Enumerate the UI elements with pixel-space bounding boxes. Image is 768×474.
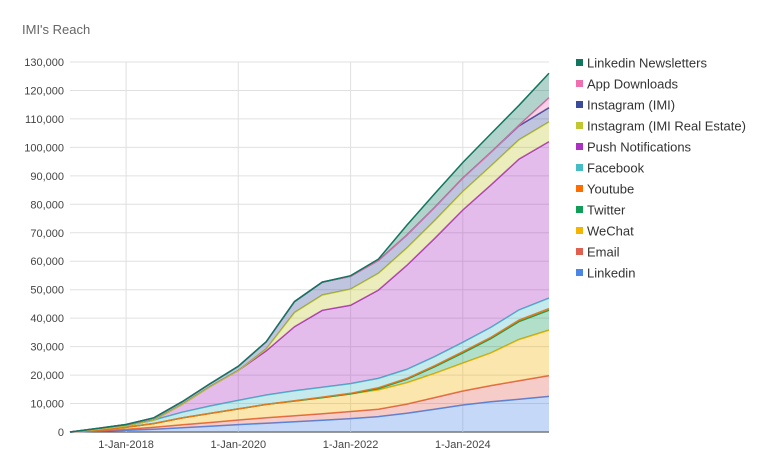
line-email [69,374,550,433]
y-tick-label: 130,000 [24,57,64,69]
y-tick-label: 100,000 [24,142,64,154]
legend-swatch-linkedin [576,269,583,276]
legend-label-app-downloads: App Downloads [587,77,679,92]
y-tick-label: 70,000 [30,228,64,240]
line-linkedin-newsletters [69,72,550,433]
y-tick-label: 30,000 [30,342,64,354]
area-linkedin [70,396,549,432]
y-tick-label: 0 [58,427,64,439]
legend-label-instagram-imi-real-estate: Instagram (IMI Real Estate) [587,119,746,134]
area-layer [69,72,550,433]
legend-label-facebook: Facebook [587,161,645,176]
line-instagram-imi-real-estate [69,121,550,433]
y-tick-label: 10,000 [30,399,64,411]
legend-swatch-facebook [576,164,583,171]
area-push-notifications [70,141,549,432]
legend-label-linkedin-newsletters: Linkedin Newsletters [587,56,707,71]
legend-label-linkedin: Linkedin [587,266,635,281]
x-tick-label: 1-Jan-2020 [210,439,266,451]
legend-swatch-instagram-imi-real-estate [576,122,583,129]
legend-swatch-app-downloads [576,80,583,87]
legend-swatch-twitter [576,206,583,213]
axis-layer: 0 10,000 20,000 30,000 40,000 50,000 60,000 70,… [24,57,490,451]
legend-swatch-email [576,248,583,255]
legend-label-push-notifications: Push Notifications [587,140,692,155]
legend-label-youtube: Youtube [587,182,634,197]
area-wechat [70,330,549,432]
legend-swatch-wechat [576,227,583,234]
y-tick-label: 110,000 [25,114,64,126]
area-email [70,375,549,432]
legend-swatch-instagram-imi [576,101,583,108]
legend: Linkedin Newsletters App Downloads Instagr… [576,56,746,281]
line-youtube [69,307,550,433]
x-tick-label: 1-Jan-2024 [435,439,491,451]
legend-swatch-youtube [576,185,583,192]
y-tick-label: 60,000 [30,256,64,268]
legend-label-email: Email [587,245,620,260]
y-tick-label: 80,000 [30,199,64,211]
legend-label-wechat: WeChat [587,224,634,239]
x-tick-label: 1-Jan-2018 [98,439,154,451]
legend-label-twitter: Twitter [587,203,626,218]
y-tick-label: 50,000 [30,285,64,297]
legend-swatch-push-notifications [576,143,583,150]
legend-swatch-linkedin-newsletters [576,59,583,66]
legend-label-instagram-imi: Instagram (IMI) [587,98,675,113]
y-tick-label: 120,000 [24,85,64,97]
x-tick-label: 1-Jan-2022 [323,439,379,451]
y-tick-label: 90,000 [30,171,64,183]
y-tick-label: 40,000 [30,313,64,325]
chart-title: IMI's Reach [22,22,91,37]
y-tick-label: 20,000 [30,370,64,382]
line-linkedin [69,395,550,433]
